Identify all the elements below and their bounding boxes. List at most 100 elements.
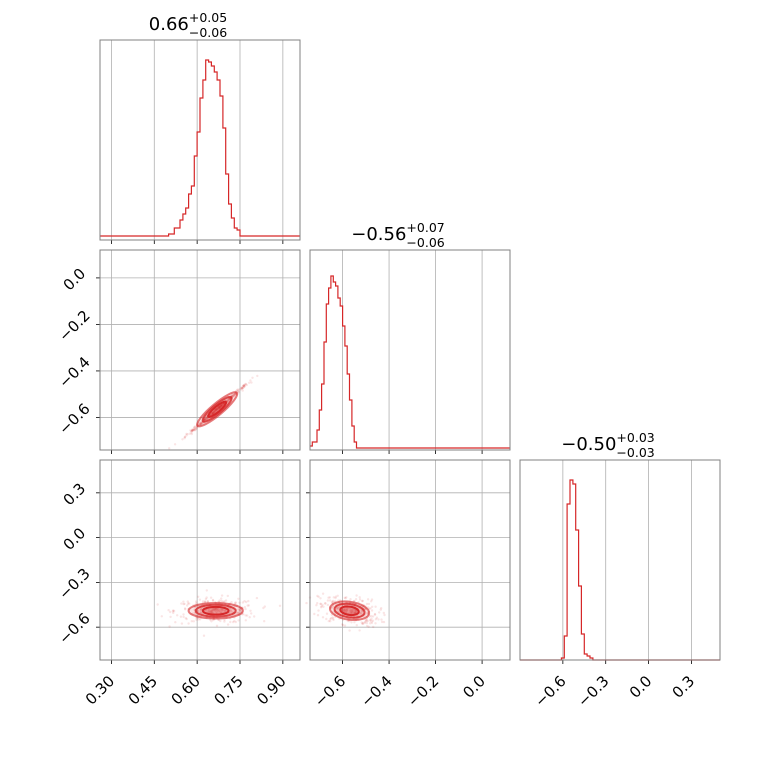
pair-0-sample (214, 408, 218, 411)
pair-1-sample (226, 623, 230, 626)
pair-1-sample (217, 610, 220, 613)
pair-0-sample (183, 435, 187, 439)
pair-1-sample (247, 599, 250, 603)
pair-0-sample (210, 412, 214, 415)
pair-0-sample (195, 426, 198, 429)
hist-0-frame (99, 39, 301, 241)
y-tick-label: 0.0 (60, 265, 90, 295)
pair-1-sample (223, 600, 226, 603)
pair-0-sample (218, 407, 221, 410)
pair-2-sample (327, 596, 330, 599)
pair-0-sample (193, 429, 197, 432)
pair-2-sample (341, 624, 345, 627)
pair-0-frame (99, 249, 301, 451)
pair-1-sample (211, 599, 215, 602)
pair-0-sample (214, 408, 217, 411)
pair-2-sample (369, 618, 372, 622)
pair-2-sample (365, 602, 369, 606)
pair-1-sample (245, 600, 248, 604)
pair-2-sample (383, 613, 386, 617)
pair-0-sample (242, 384, 246, 387)
pair-1-sample (211, 598, 215, 602)
pair-2-sample (373, 612, 377, 616)
pair-1-sample (198, 618, 202, 621)
pair-1-sample (246, 604, 249, 607)
pair-2-sample (374, 605, 377, 608)
pair-0-sample (203, 418, 207, 421)
pair-1-sample (253, 615, 256, 618)
pair-2-sample (351, 610, 354, 614)
pair-1-sample (179, 615, 183, 618)
title-plus-error: +0.05 (189, 10, 227, 25)
pair-2-sample (343, 607, 346, 611)
pair-2-sample (371, 605, 374, 608)
pair-2-sample (342, 609, 345, 613)
pair-1-sample (187, 622, 190, 625)
pair-1-sample (215, 608, 218, 611)
x-tick-label: 0.75 (210, 672, 246, 708)
pair-1-sample (200, 607, 203, 611)
x-tick-label: −0.4 (357, 672, 395, 710)
y-tick-label: −0.2 (55, 307, 93, 345)
pair-0-sample (190, 430, 193, 433)
pair-2-sample (365, 611, 369, 615)
pair-1-sample (167, 609, 170, 612)
pair-0-sample (237, 391, 241, 394)
pair-2-sample (321, 592, 325, 595)
pair-1-sample (215, 624, 219, 627)
pair-1-sample (223, 620, 226, 623)
pair-1-sample (221, 608, 224, 611)
pair-2-sample (334, 595, 338, 598)
pair-0-sample (215, 408, 218, 412)
pair-2-sample (367, 602, 371, 606)
pair-2-sample (361, 622, 364, 625)
pair-1-sample (183, 607, 187, 610)
pair-1-sample (248, 616, 251, 619)
pair-2-sample (371, 619, 375, 622)
pair-1-sample (236, 611, 239, 614)
pair-1-sample (210, 609, 213, 612)
pair-0-sample (215, 407, 218, 410)
pair-0-sample (199, 423, 202, 426)
pair-1-sample (160, 615, 163, 618)
pair-1-sample (239, 609, 242, 612)
pair-1-sample (226, 594, 229, 598)
pair-1-sample (186, 604, 189, 607)
pair-2-sample (331, 616, 334, 619)
pair-1-sample (214, 609, 217, 612)
pair-1-sample (205, 596, 208, 599)
pair-0-sample (206, 417, 209, 420)
pair-0-sample (241, 386, 244, 389)
pair-0-sample (210, 412, 214, 416)
pair-0-sample (215, 409, 218, 412)
pair-2-sample (316, 614, 320, 617)
pair-2-sample (350, 621, 353, 624)
pair-0-sample (219, 404, 223, 408)
pair-2-sample (379, 608, 382, 611)
pair-2-sample (352, 609, 355, 613)
pair-2-sample (371, 615, 375, 618)
pair-0-sample (244, 383, 247, 386)
pair-1-sample (203, 600, 207, 603)
pair-1-sample (204, 597, 208, 601)
pair-1-sample (183, 602, 186, 606)
pair-1-sample (243, 600, 246, 603)
title-minus-error: −0.06 (406, 235, 444, 250)
pair-1-sample (239, 609, 242, 612)
pair-2-sample (366, 624, 369, 628)
pair-2-sample (355, 610, 358, 614)
pair-0-sample (218, 406, 221, 410)
pair-2-sample (370, 598, 374, 601)
pair-1-sample (172, 609, 176, 613)
pair-0-sample (216, 407, 220, 410)
title-median: −0.50 (561, 434, 616, 455)
pair-0-sample (203, 418, 207, 421)
y-tick-label: −0.3 (55, 565, 93, 603)
pair-0-sample (215, 408, 219, 411)
pair-2-sample (343, 609, 346, 612)
pair-1-sample (213, 608, 217, 612)
pair-2-sample (374, 622, 377, 625)
pair-1-sample (185, 617, 188, 621)
pair-2-sample (336, 606, 339, 610)
pair-0-sample (199, 423, 202, 426)
